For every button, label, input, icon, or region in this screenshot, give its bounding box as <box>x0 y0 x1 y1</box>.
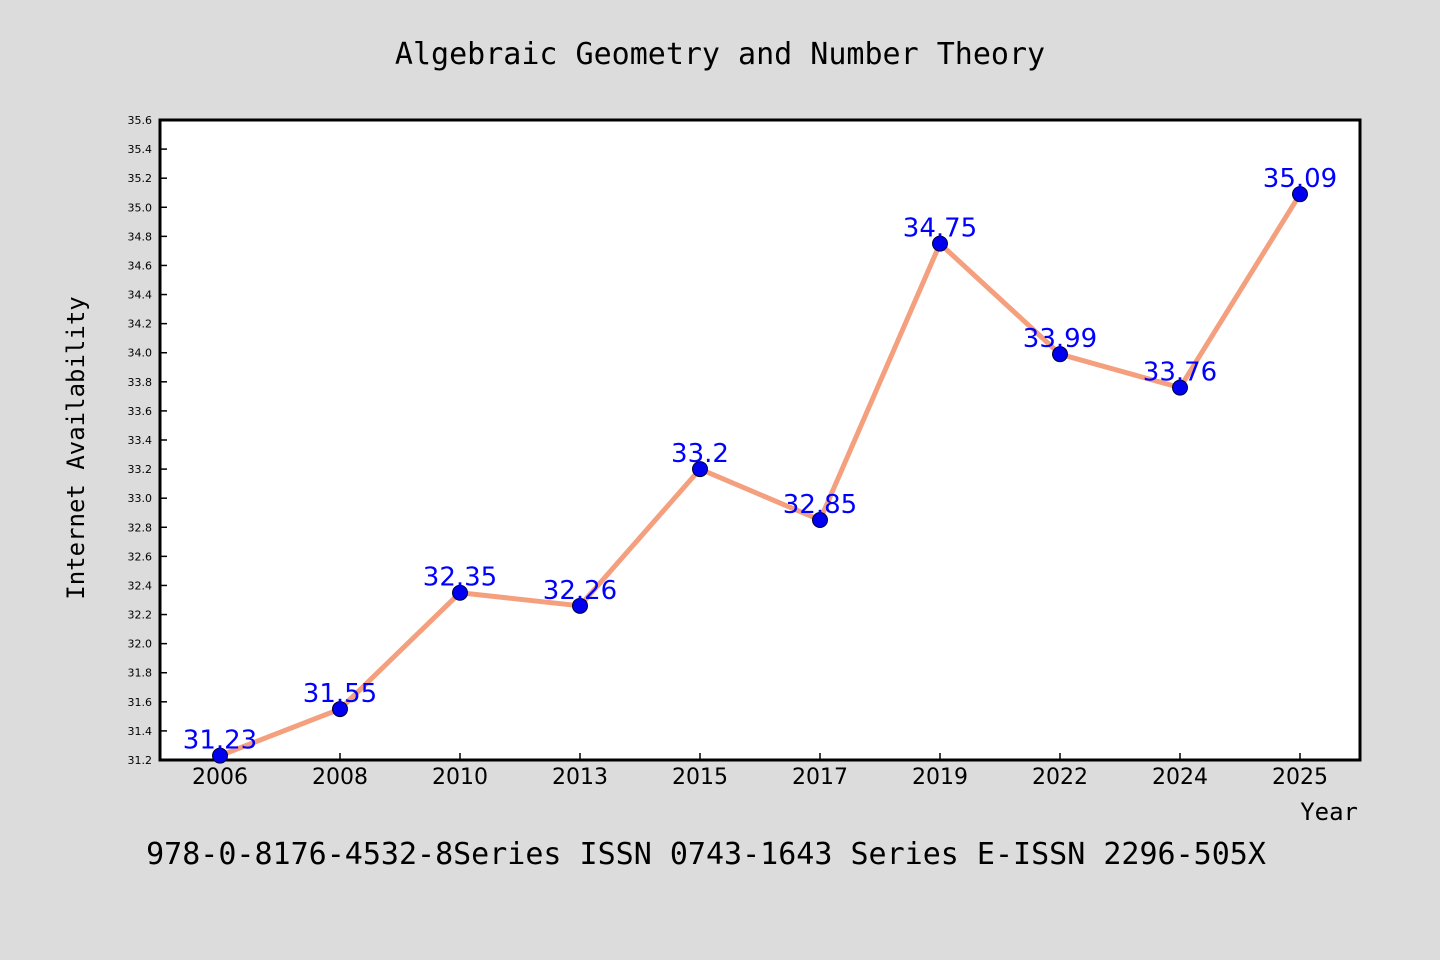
y-tick-label: 32.2 <box>128 609 153 622</box>
x-tick-label: 2024 <box>1152 765 1208 790</box>
data-label-2017: 32.85 <box>783 490 857 520</box>
y-tick-label: 31.8 <box>128 667 153 680</box>
y-tick-label: 34.2 <box>128 318 153 331</box>
y-tick-label: 34.4 <box>128 289 153 302</box>
x-axis-label: Year <box>1300 798 1358 826</box>
y-axis-ticks: 31.2 31.4 31.6 31.8 32.0 32.2 32.4 32.6 32.8 33.0… <box>128 114 167 767</box>
data-point-2013 <box>572 597 588 614</box>
y-tick-label: 34.6 <box>128 259 153 272</box>
data-label-2019: 34.75 <box>903 214 977 244</box>
data-point-2010 <box>452 584 468 601</box>
y-axis-label: Internet Availability <box>62 296 90 599</box>
data-point-2017 <box>812 512 828 528</box>
x-tick-label: 2015 <box>672 765 728 790</box>
x-tick-label: 2025 <box>1272 765 1328 790</box>
y-tick-label: 33.8 <box>128 376 153 389</box>
y-tick-label: 32.4 <box>128 579 153 592</box>
y-tick-label: 33.4 <box>128 434 153 447</box>
y-tick-label: 32.0 <box>128 638 153 651</box>
data-point-2022 <box>1052 346 1068 363</box>
data-label-2025: 35.09 <box>1263 164 1337 194</box>
x-tick-label: 2006 <box>192 765 248 790</box>
y-tick-label: 31.2 <box>128 754 153 767</box>
data-label-2015: 33.2 <box>671 439 729 469</box>
y-tick-label: 31.6 <box>128 696 153 709</box>
y-tick-label: 35.0 <box>128 201 153 214</box>
data-points <box>212 186 1308 764</box>
x-axis-ticks: 2006 2008 2010 2013 2015 2017 2019 2022 2024 2025 <box>192 753 1328 790</box>
data-labels: 31.23 31.55 32.35 32.26 33.2 32.85 34.75 33.99 3… <box>183 164 1337 755</box>
y-tick-label: 32.8 <box>128 521 153 534</box>
data-point-2024 <box>1172 379 1188 396</box>
data-label-2022: 33.99 <box>1023 324 1097 354</box>
y-tick-label: 35.2 <box>128 172 153 185</box>
data-point-2008 <box>332 701 348 718</box>
footer-text: 978-0-8176-4532-8Series ISSN 0743-1643 S… <box>146 837 1266 872</box>
y-tick-label: 35.6 <box>128 114 153 127</box>
y-tick-label: 35.4 <box>128 143 153 156</box>
plot-area <box>158 118 1362 762</box>
x-tick-label: 2013 <box>552 765 608 790</box>
x-tick-label: 2017 <box>792 765 848 790</box>
x-tick-label: 2019 <box>912 765 968 790</box>
y-tick-label: 34.8 <box>128 230 153 243</box>
data-label-2024: 33.76 <box>1143 358 1217 388</box>
x-tick-label: 2010 <box>432 765 488 790</box>
x-tick-label: 2008 <box>312 765 368 790</box>
x-tick-label: 2022 <box>1032 765 1088 790</box>
data-label-2008: 31.55 <box>303 679 377 709</box>
y-tick-label: 31.4 <box>128 725 153 738</box>
chart-title: Algebraic Geometry and Number Theory <box>395 37 1045 72</box>
y-tick-label: 34.0 <box>128 347 153 360</box>
y-tick-label: 33.2 <box>128 463 153 476</box>
data-label-2013: 32.26 <box>543 576 617 606</box>
data-point-2019 <box>932 235 948 252</box>
data-point-2006 <box>212 747 228 764</box>
data-label-2010: 32.35 <box>423 563 497 593</box>
y-tick-label: 33.6 <box>128 405 153 418</box>
series-line <box>217 191 1303 759</box>
y-tick-label: 33.0 <box>128 492 153 505</box>
data-point-2015 <box>692 461 708 478</box>
data-point-2025 <box>1292 186 1308 203</box>
y-tick-label: 32.6 <box>128 550 153 563</box>
data-label-2006: 31.23 <box>183 726 257 756</box>
